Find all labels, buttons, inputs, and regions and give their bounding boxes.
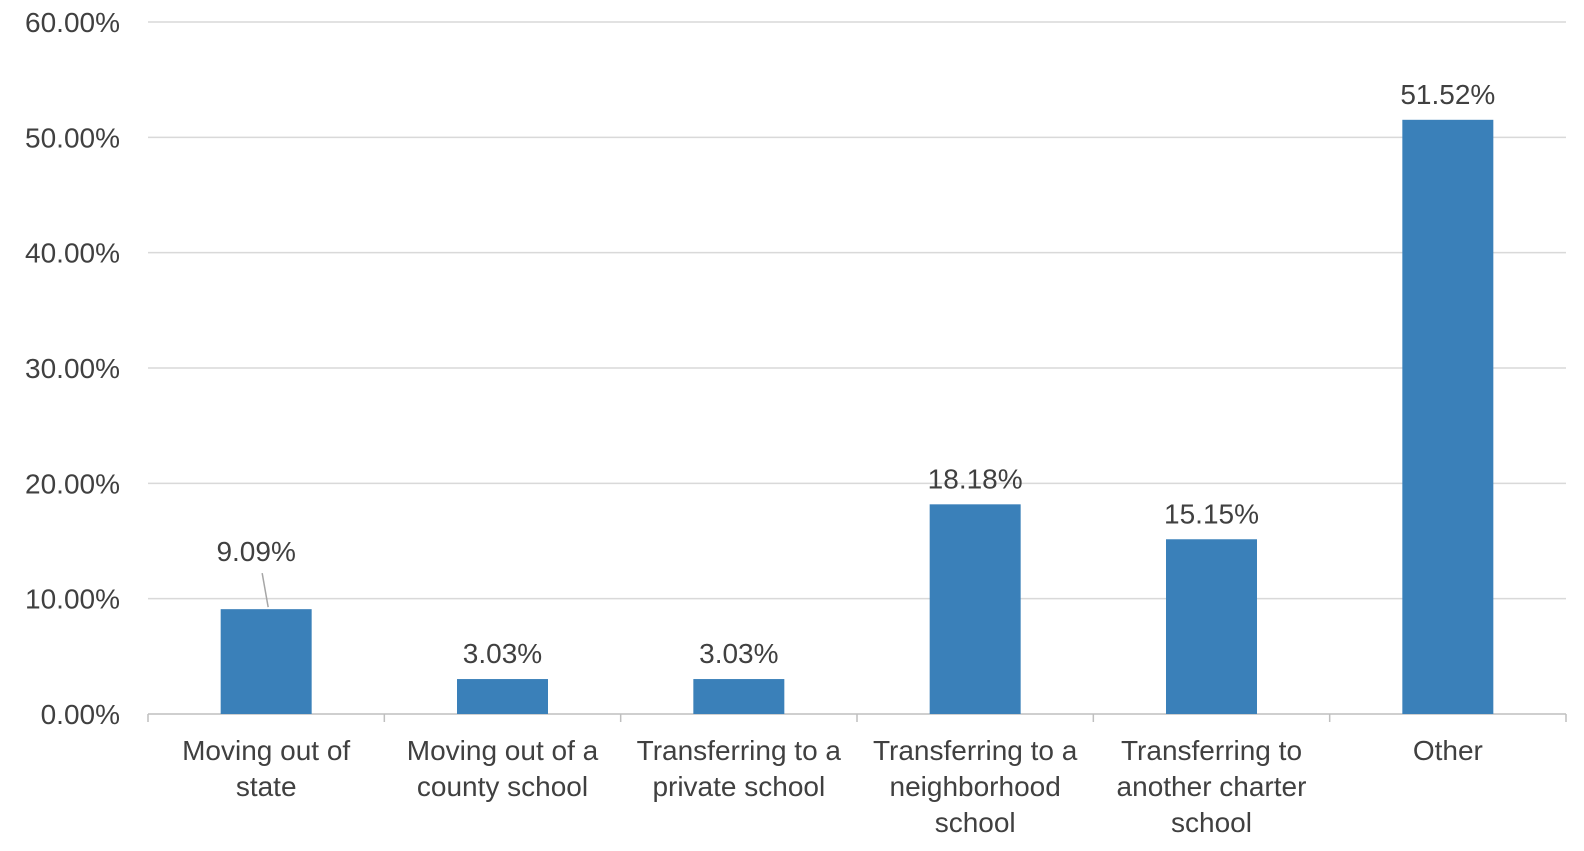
data-label: 18.18% [928,463,1023,494]
x-tick-label-line: another charter [1117,771,1307,802]
x-tick-label-line: neighborhood [890,771,1061,802]
x-tick-label: Transferring to a private school [637,735,842,802]
data-label: 9.09% [216,536,295,567]
x-tick-label-line: Transferring to [1121,735,1302,766]
x-tick-label-line: Transferring to a [637,735,842,766]
x-tick-label-line: school [935,807,1016,838]
data-label: 15.15% [1164,498,1259,529]
x-tick-label-line: Moving out of a [407,735,599,766]
x-tick-label-line: private school [652,771,825,802]
x-tick-label-line: school [1171,807,1252,838]
data-label: 3.03% [463,638,542,669]
x-tick-label-line: Moving out of [182,735,350,766]
x-tick-label-line: state [236,771,297,802]
x-tick-label-line: Other [1413,735,1483,766]
y-tick-label: 20.00% [25,468,120,499]
bar-4 [1166,539,1257,714]
data-label-leader [261,573,269,608]
x-tick-label-line: county school [417,771,588,802]
bar-2 [693,679,785,714]
x-tick-label: Other [1413,735,1483,766]
data-label: 3.03% [699,638,778,669]
y-tick-label: 60.00% [25,7,120,38]
x-tick-label: Transferring to another charter school [1117,735,1307,838]
y-tick-label: 0.00% [41,699,120,730]
x-tick-label: Moving out of state [182,735,350,802]
data-label: 51.52% [1400,79,1495,110]
x-tick-label: Moving out of a county school [407,735,599,802]
bar-0 [220,609,312,714]
y-tick-label: 30.00% [25,353,120,384]
y-tick-label: 10.00% [25,584,120,615]
y-tick-label: 40.00% [25,238,120,269]
x-tick-label: Transferring to a neighborhood school [873,735,1078,838]
x-tick-label-line: Transferring to a [873,735,1078,766]
y-tick-label: 50.00% [25,122,120,153]
bar-1 [457,679,548,714]
bar-5 [1402,119,1494,714]
bar-3 [929,504,1021,714]
